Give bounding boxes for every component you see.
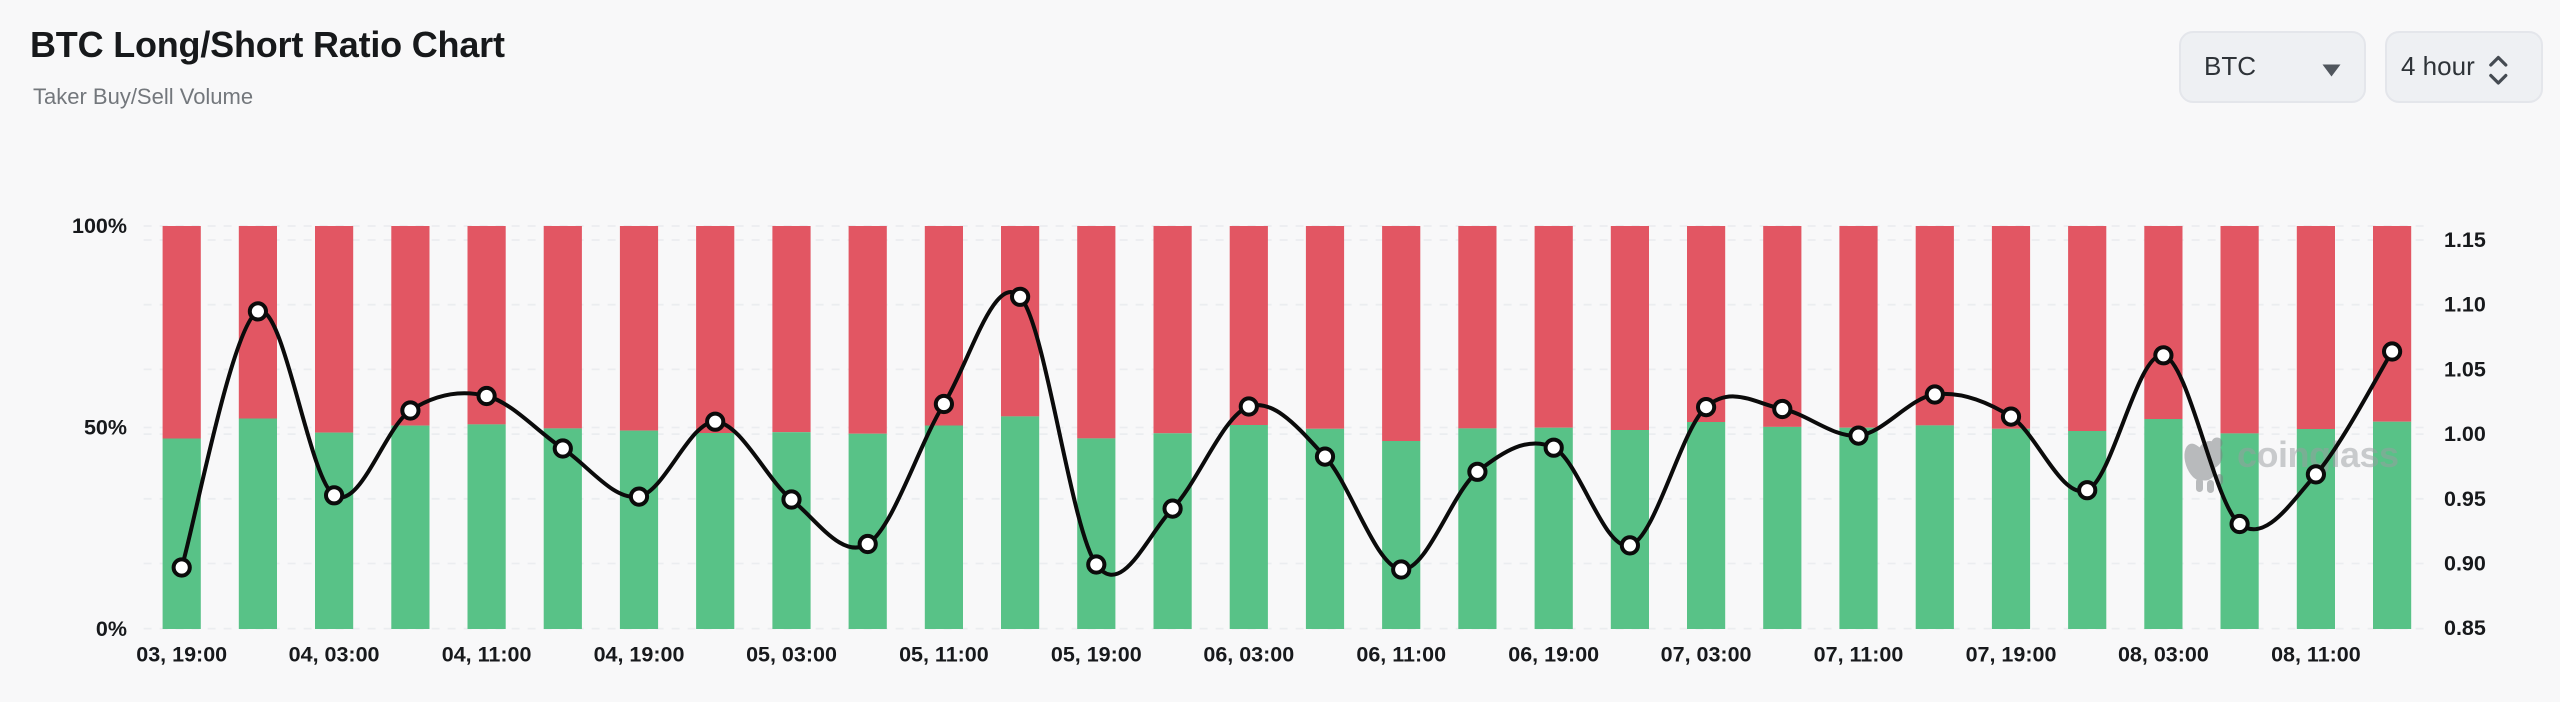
svg-text:0.85: 0.85 — [2444, 616, 2486, 640]
svg-text:04, 03:00: 04, 03:00 — [289, 643, 380, 667]
svg-text:06, 03:00: 06, 03:00 — [1203, 643, 1294, 667]
svg-text:100%: 100% — [72, 214, 127, 238]
svg-text:05, 03:00: 05, 03:00 — [746, 643, 837, 667]
svg-text:04, 11:00: 04, 11:00 — [442, 643, 532, 667]
svg-text:08, 03:00: 08, 03:00 — [2118, 643, 2209, 667]
svg-text:0%: 0% — [96, 617, 127, 641]
svg-text:05, 11:00: 05, 11:00 — [899, 643, 989, 667]
svg-text:06, 19:00: 06, 19:00 — [1508, 643, 1599, 667]
svg-text:1.05: 1.05 — [2444, 357, 2486, 381]
svg-text:0.95: 0.95 — [2444, 487, 2486, 511]
svg-text:07, 19:00: 07, 19:00 — [1966, 643, 2057, 667]
svg-text:50%: 50% — [84, 416, 127, 440]
svg-text:1.00: 1.00 — [2444, 422, 2486, 446]
svg-text:08, 11:00: 08, 11:00 — [2271, 643, 2361, 667]
svg-text:03, 19:00: 03, 19:00 — [136, 643, 227, 667]
svg-text:1.10: 1.10 — [2444, 293, 2486, 317]
svg-text:05, 19:00: 05, 19:00 — [1051, 643, 1142, 667]
svg-text:06, 11:00: 06, 11:00 — [1356, 643, 1446, 667]
svg-text:1.15: 1.15 — [2444, 228, 2486, 252]
svg-text:07, 11:00: 07, 11:00 — [1814, 643, 1904, 667]
svg-text:04, 19:00: 04, 19:00 — [594, 643, 685, 667]
svg-text:0.90: 0.90 — [2444, 552, 2486, 576]
svg-text:07, 03:00: 07, 03:00 — [1661, 643, 1752, 667]
